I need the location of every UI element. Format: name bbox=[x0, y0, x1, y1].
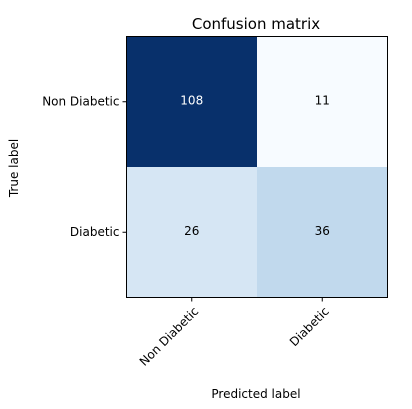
axis-ticks bbox=[122, 101, 323, 302]
cell-value-labels: 108 11 26 36 bbox=[180, 93, 330, 238]
plot-frame bbox=[126, 36, 388, 298]
chart-title: Confusion matrix bbox=[192, 15, 320, 33]
cell-value-label: 11 bbox=[315, 93, 330, 107]
heatmap-cell bbox=[126, 167, 257, 298]
cell-value-label: 26 bbox=[184, 224, 199, 238]
y-axis-label: True label bbox=[7, 139, 21, 198]
x-axis-label: Predicted label bbox=[211, 387, 300, 401]
heatmap-cell bbox=[257, 167, 388, 298]
x-tick-label: Diabetic bbox=[287, 304, 332, 349]
cell-value-label: 108 bbox=[180, 93, 203, 107]
heatmap-cell bbox=[257, 36, 388, 167]
x-tick-label: Non Diabetic bbox=[137, 304, 202, 369]
cell-value-label: 36 bbox=[315, 224, 330, 238]
heatmap-cell bbox=[126, 36, 257, 167]
y-tick-label: Diabetic bbox=[70, 225, 120, 239]
heatmap-cells bbox=[126, 36, 388, 298]
y-tick-label: Non Diabetic bbox=[42, 94, 119, 108]
